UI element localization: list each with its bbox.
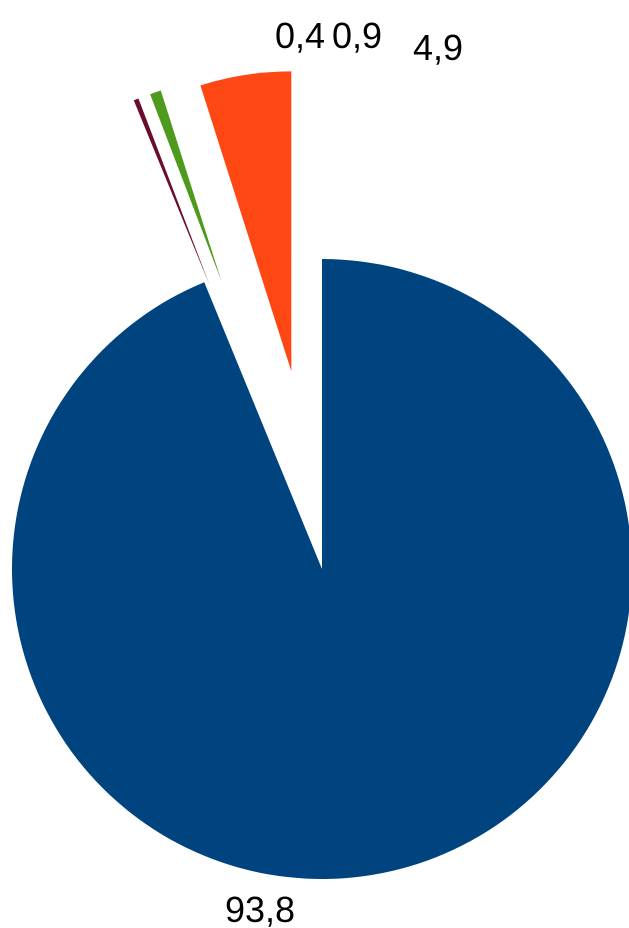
pie-slice-label-4: 4,9 xyxy=(413,27,463,68)
pie-slice-label-3: 0,9 xyxy=(332,15,382,56)
pie-slice-4 xyxy=(200,71,292,372)
pie-slice-label-1: 93,8 xyxy=(225,889,295,928)
pie-slice-3 xyxy=(150,90,222,282)
pie-slice-2 xyxy=(133,98,210,286)
pie-slices xyxy=(12,71,629,879)
pie-slice-label-2: 0,4 xyxy=(275,15,325,56)
pie-slice-1 xyxy=(12,259,629,879)
pie-labels: 93,8 0,4 0,9 4,9 xyxy=(225,15,463,928)
